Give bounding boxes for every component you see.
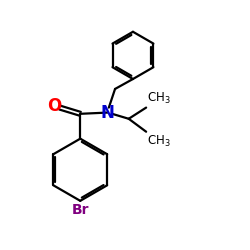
Text: CH$_3$: CH$_3$ — [148, 90, 171, 106]
Text: O: O — [47, 97, 62, 115]
Text: N: N — [101, 104, 114, 122]
Text: CH$_3$: CH$_3$ — [148, 134, 171, 149]
Text: Br: Br — [72, 203, 89, 217]
